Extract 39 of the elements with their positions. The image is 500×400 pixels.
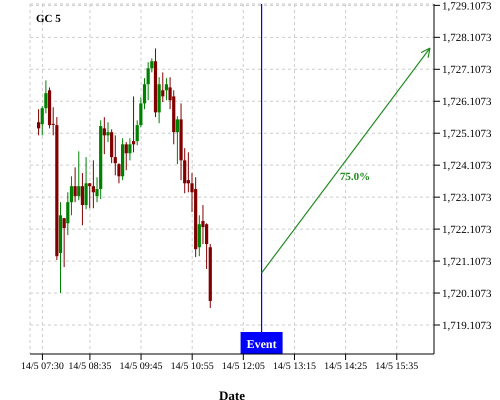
x-tick-label: 14/5 12:05 <box>222 361 265 372</box>
candlestick <box>74 166 77 203</box>
text: GC 5 <box>36 13 61 25</box>
candlestick <box>164 78 168 101</box>
candlestick <box>106 122 110 143</box>
y-tick-label: 1,725.1073 <box>442 128 492 140</box>
x-tick-label: 14/5 09:45 <box>120 361 163 372</box>
y-tick-label: 1,728.1073 <box>442 32 492 44</box>
candlestick <box>80 172 84 226</box>
y-tick-label: 1,724.1073 <box>442 160 492 172</box>
x-tick-label: 14/5 07:30 <box>20 361 64 372</box>
candlestick <box>36 108 40 136</box>
candlestick <box>176 116 179 165</box>
candlestick <box>102 116 106 155</box>
candlestick <box>77 150 80 201</box>
x-tick-label: 14/5 14:25 <box>324 361 368 372</box>
y-tick-label: 1,726.1073 <box>442 96 492 108</box>
candlestick <box>132 96 136 153</box>
x-tick-label: 14/5 10:55 <box>170 361 214 372</box>
candlestick <box>161 72 164 103</box>
y-tick-label: 1,722.1073 <box>442 224 492 236</box>
ref-line-label: Event <box>246 337 277 351</box>
x-tick-label: 14/5 15:35 <box>375 361 418 372</box>
candlestick <box>62 217 66 268</box>
annotation: 75.0% <box>340 171 370 183</box>
y-tick-label: 1,719.1073 <box>442 320 492 332</box>
candlestick <box>128 138 132 161</box>
y-tick-label: 1,729.1073 <box>442 0 492 12</box>
x-tick-label: 14/5 13:15 <box>272 361 316 372</box>
x-axis-title: Date <box>219 388 246 400</box>
y-tick-label: 1,727.1073 <box>442 64 492 76</box>
y-tick-label: 1,723.1073 <box>442 192 492 204</box>
y-tick-label: 1,721.1073 <box>442 256 492 268</box>
candlestick <box>198 214 201 257</box>
candlestick <box>92 160 95 209</box>
y-tick-label: 1,720.1073 <box>442 288 492 300</box>
candlestick <box>124 142 128 171</box>
candlestick <box>84 156 88 210</box>
x-tick-label: 14/5 08:35 <box>68 361 112 372</box>
